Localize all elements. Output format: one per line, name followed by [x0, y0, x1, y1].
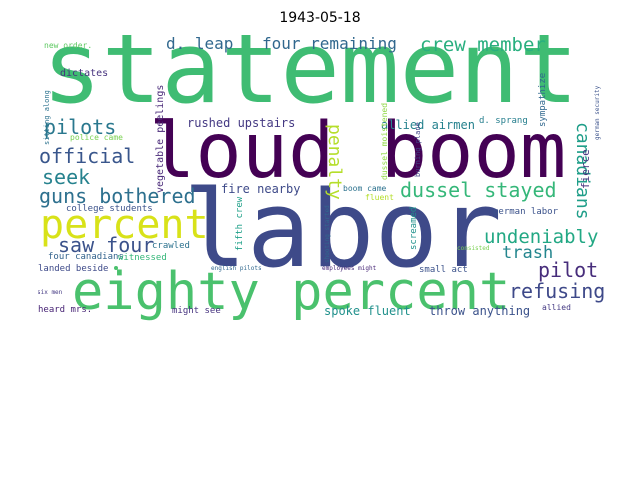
word-witnessed: witnessed: [118, 253, 167, 263]
word-statement: statement: [42, 35, 579, 126]
word-fifth-crew: fifth crew: [235, 196, 245, 251]
word-english-pilots: english pilots: [211, 265, 262, 272]
dot-mark: [114, 266, 118, 270]
word-guns-bothered: guns bothered: [39, 184, 196, 208]
word-saw-four: saw four: [58, 233, 155, 257]
word-pilots: pilots: [44, 115, 117, 139]
word-employees-might: employees might: [322, 265, 377, 272]
word-sympathize: sympathize: [538, 72, 548, 127]
word-allied: allied: [542, 303, 571, 312]
word-college-students: college students: [66, 204, 153, 214]
word-allied-airmen: allied airmen: [381, 118, 475, 132]
word-labor: labor: [183, 168, 503, 291]
word-pilot: pilot: [538, 258, 599, 282]
word-seek: seek: [42, 165, 91, 189]
word-trash: trash: [502, 243, 554, 263]
word-vegetable-peelings: vegetable peelings: [155, 84, 166, 193]
word-sitting-along: sitting along: [43, 90, 51, 145]
word-might-see: might see: [172, 306, 221, 316]
word-refusing: refusing: [509, 279, 604, 303]
word-police-came: police came: [70, 133, 123, 142]
word-german-security: german security: [594, 85, 601, 140]
word-cloud: statement loud boom labor eighty percent…: [38, 35, 604, 322]
word-four-canadians: four canadians: [48, 252, 124, 262]
word-d-leap: d. leap: [166, 35, 234, 53]
word-throw-anything: throw anything: [429, 304, 531, 318]
word-burning-plane: burning plane: [414, 122, 422, 177]
word-dictates: dictates: [60, 68, 109, 79]
word-new-order: new order.: [44, 41, 93, 50]
word-undeniably: undeniably: [484, 226, 599, 248]
word-official: official: [39, 144, 136, 168]
word-percent: percent: [40, 202, 209, 248]
word-dussel-moistened: dussel moistened: [380, 102, 389, 180]
word-crew-member: crew member: [420, 35, 546, 56]
word-shooting-started: shooting started: [324, 205, 331, 263]
word-six-men: six men: [38, 289, 63, 296]
word-landed-beside: landed beside: [38, 264, 109, 274]
word-four-remaining: four remaining: [262, 35, 397, 53]
word-screamed: screamed: [409, 206, 419, 250]
word-fire-nearby: fire nearby: [221, 182, 301, 196]
word-rushed-upstairs: rushed upstairs: [187, 116, 296, 130]
word-fluent: fluent: [365, 193, 394, 202]
word-german-labor: german labor: [493, 207, 559, 217]
word-fierce: fierce: [579, 149, 592, 189]
word-d-sprang: d. sprang: [479, 116, 528, 126]
word-dussel-stayed: dussel stayed: [400, 178, 557, 202]
word-heard-mrs: heard mrs.: [38, 305, 93, 315]
word-crawled: crawled: [152, 241, 190, 251]
chart-title: 1943-05-18: [279, 10, 361, 26]
word-small-act: small act: [419, 265, 468, 275]
word-loud-boom: loud boom: [149, 107, 567, 196]
word-consisted: consisted: [457, 245, 490, 252]
word-penalty: penalty: [324, 124, 345, 200]
word-spoke-fluent: spoke fluent: [324, 304, 411, 318]
word-eighty-percent: eighty percent: [72, 262, 511, 322]
word-boom-came: boom came: [343, 184, 387, 193]
